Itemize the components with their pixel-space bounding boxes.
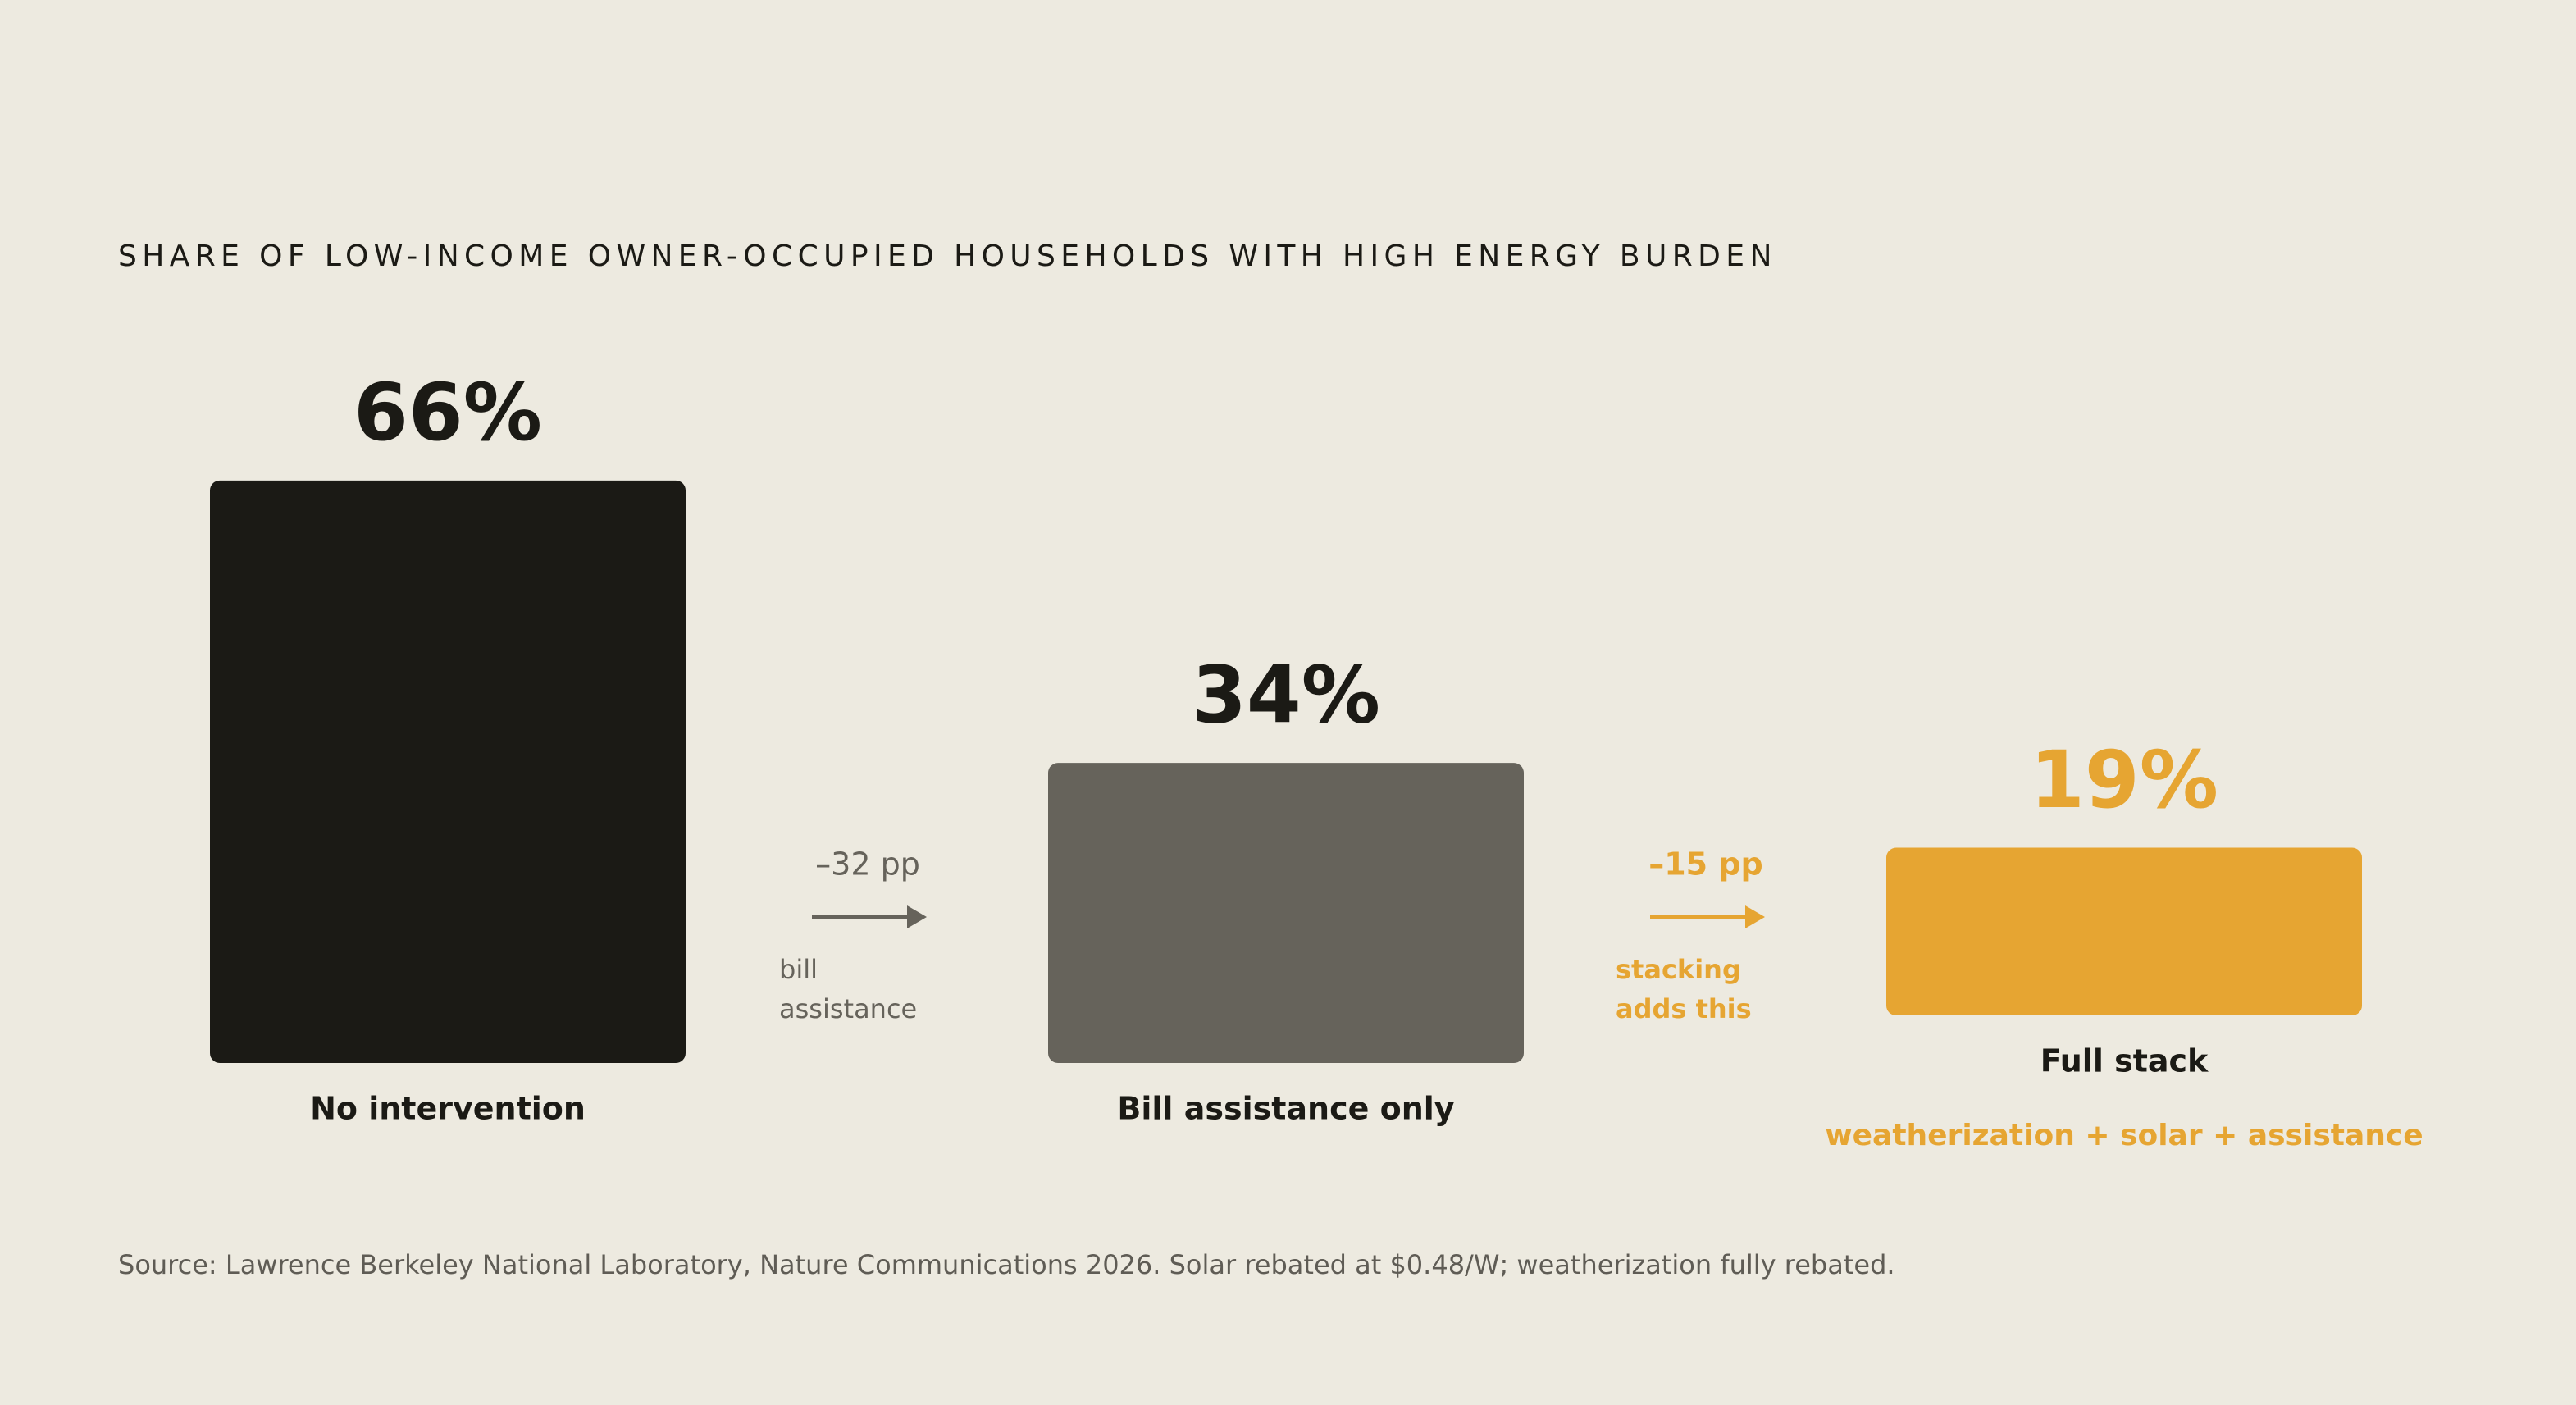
category-label: Full stack — [2040, 1043, 2209, 1079]
annotation-text: bill — [779, 954, 818, 985]
change-label: –32 pp — [815, 846, 920, 883]
category-label: No intervention — [310, 1091, 586, 1127]
value-label: 19% — [2030, 734, 2218, 826]
arrow-head — [907, 905, 927, 928]
value-label: 34% — [1192, 650, 1380, 741]
arrow-head — [1745, 905, 1765, 928]
bar — [210, 480, 686, 1063]
source-note: Source: Lawrence Berkeley National Labor… — [118, 1249, 1895, 1280]
chart-title: SHARE OF LOW-INCOME OWNER-OCCUPIED HOUSE… — [118, 239, 1777, 273]
annotation-text: assistance — [779, 993, 917, 1024]
annotation-text: stacking — [1616, 954, 1741, 985]
bar — [1048, 763, 1524, 1063]
category-label: Bill assistance only — [1117, 1091, 1454, 1127]
category-note: weatherization + solar + assistance — [1825, 1119, 2423, 1152]
annotation-text: adds this — [1616, 993, 1752, 1024]
bar — [1886, 847, 2362, 1015]
change-label: –15 pp — [1648, 846, 1763, 883]
value-label: 66% — [353, 367, 542, 458]
